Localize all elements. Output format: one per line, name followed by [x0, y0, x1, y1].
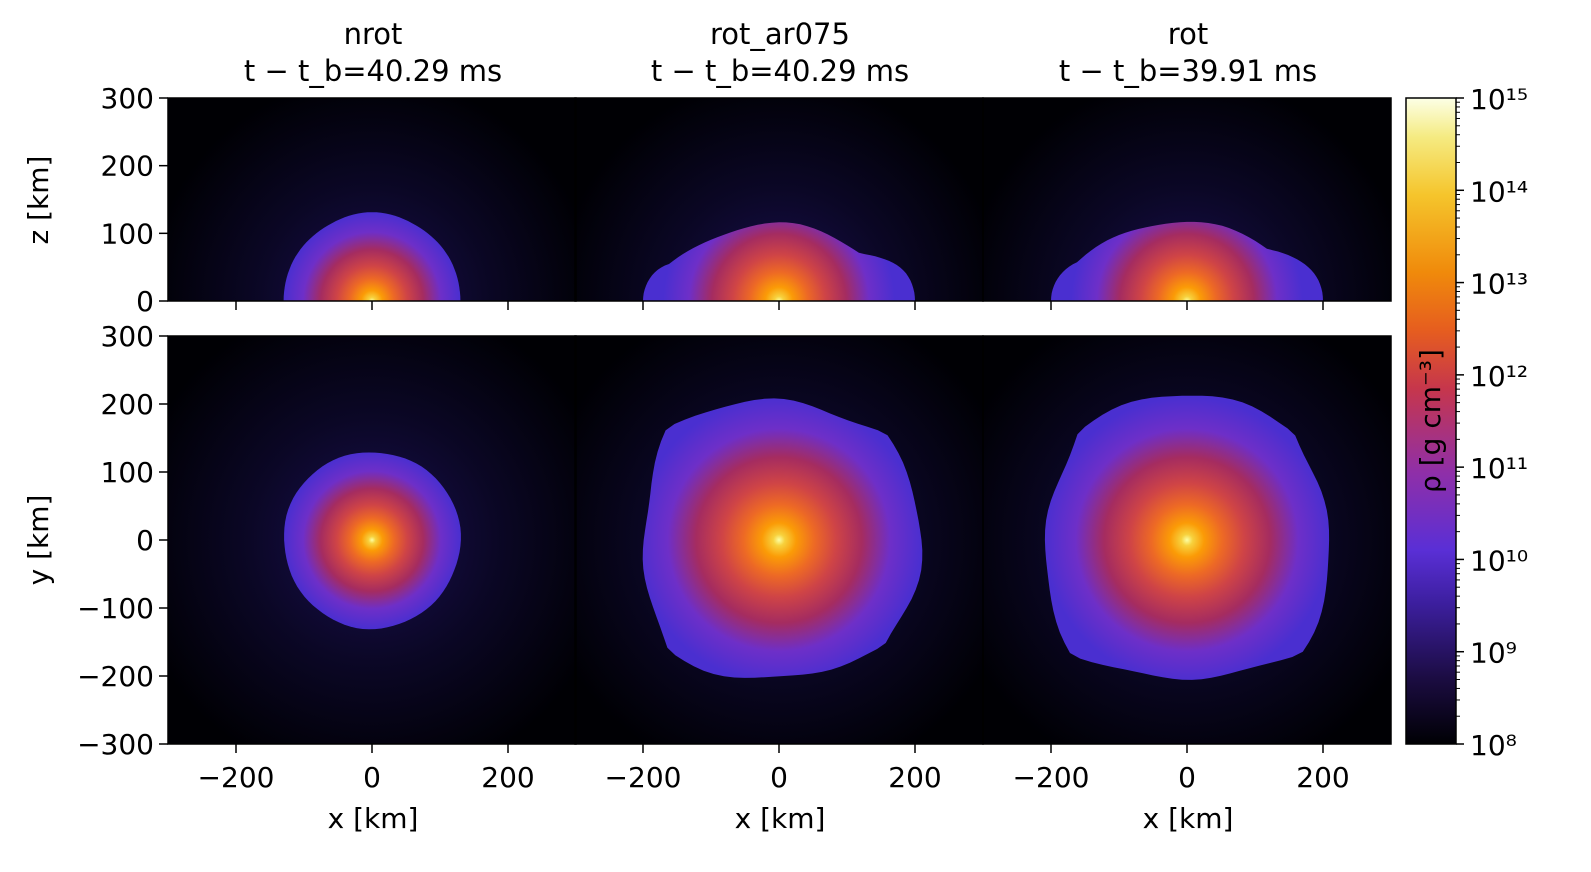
colorbar-ticks: 10⁸ 10⁹ 10¹⁰ 10¹¹ 10¹² 10¹³ 10¹⁴ 10¹⁵	[1456, 83, 1528, 762]
heatmap-panels	[168, 98, 1391, 744]
colorbar-tick-label: 10¹¹	[1470, 452, 1528, 485]
axes: −200 0 200 −200 0 200 −200 0 200 0 100 200 300 −300 −2…	[77, 82, 1392, 794]
colorbar: 10⁸ 10⁹ 10¹⁰ 10¹¹ 10¹² 10¹³ 10¹⁴ 10¹⁵ ρ [g cm⁻³…	[1405, 83, 1528, 762]
xtick-label: −200	[198, 761, 275, 794]
xtick-label: 200	[888, 761, 941, 794]
ytick-label-y: −100	[77, 592, 154, 625]
ylabel-z: z [km]	[22, 156, 55, 245]
column-titles: nrot t − t_b=40.29 ms rot_ar075 t − t_b=…	[244, 17, 1317, 88]
column-title-nrot: nrot	[344, 17, 403, 51]
ytick-label-y: 300	[101, 320, 154, 353]
xlabel-col2: x [km]	[735, 802, 826, 835]
panel-xz-rot	[983, 98, 1391, 301]
colorbar-gradient	[1405, 97, 1457, 745]
column-time-rot-ar075: t − t_b=40.29 ms	[651, 54, 909, 88]
ytick-label-y: 100	[101, 456, 154, 489]
colorbar-tick-label: 10¹⁵	[1470, 83, 1528, 116]
ytick-label-z: 300	[101, 82, 154, 115]
panel-xy-nrot	[168, 336, 576, 744]
ytick-label-z: 200	[101, 150, 154, 183]
ytick-label-y: −300	[77, 728, 154, 761]
panel-xy-rot-ar075	[575, 336, 983, 744]
panel-xz-nrot	[168, 98, 576, 301]
panel-xy-rot	[983, 336, 1391, 744]
colorbar-tick-label: 10¹⁴	[1470, 175, 1528, 208]
shock-region-xz	[283, 212, 461, 301]
xtick-label: 0	[363, 761, 381, 794]
ytick-label-z: 0	[136, 285, 154, 318]
colorbar-label: ρ [g cm⁻³]	[1414, 349, 1447, 493]
shock-region-xy	[642, 398, 923, 678]
ytick-label-y: 0	[136, 524, 154, 557]
colorbar-tick-label: 10¹⁰	[1470, 544, 1528, 577]
xtick-label: −200	[605, 761, 682, 794]
column-time-rot: t − t_b=39.91 ms	[1059, 54, 1317, 88]
colorbar-tick-label: 10¹³	[1470, 268, 1528, 301]
ylabel-y: y [km]	[22, 495, 55, 586]
xtick-label: 200	[1296, 761, 1349, 794]
column-time-nrot: t − t_b=40.29 ms	[244, 54, 502, 88]
shock-region-xy	[1044, 395, 1330, 680]
ytick-label-z: 100	[101, 217, 154, 250]
colorbar-tick-label: 10¹²	[1470, 360, 1528, 393]
shock-region-xz	[1051, 221, 1323, 301]
shock-region-xy	[284, 452, 461, 630]
xtick-label: 200	[481, 761, 534, 794]
xtick-label: 0	[1178, 761, 1196, 794]
xlabel-col3: x [km]	[1143, 802, 1234, 835]
xtick-label: 0	[770, 761, 788, 794]
xtick-label: −200	[1013, 761, 1090, 794]
column-title-rot-ar075: rot_ar075	[710, 17, 850, 51]
ytick-label-y: −200	[77, 660, 154, 693]
column-title-rot: rot	[1168, 17, 1208, 51]
colorbar-tick-label: 10⁸	[1470, 729, 1517, 762]
panel-xz-rot-ar075	[575, 98, 983, 301]
ytick-label-y: 200	[101, 388, 154, 421]
shock-region-xz	[643, 222, 915, 301]
colorbar-tick-label: 10⁹	[1470, 637, 1517, 670]
xlabel-col1: x [km]	[328, 802, 419, 835]
